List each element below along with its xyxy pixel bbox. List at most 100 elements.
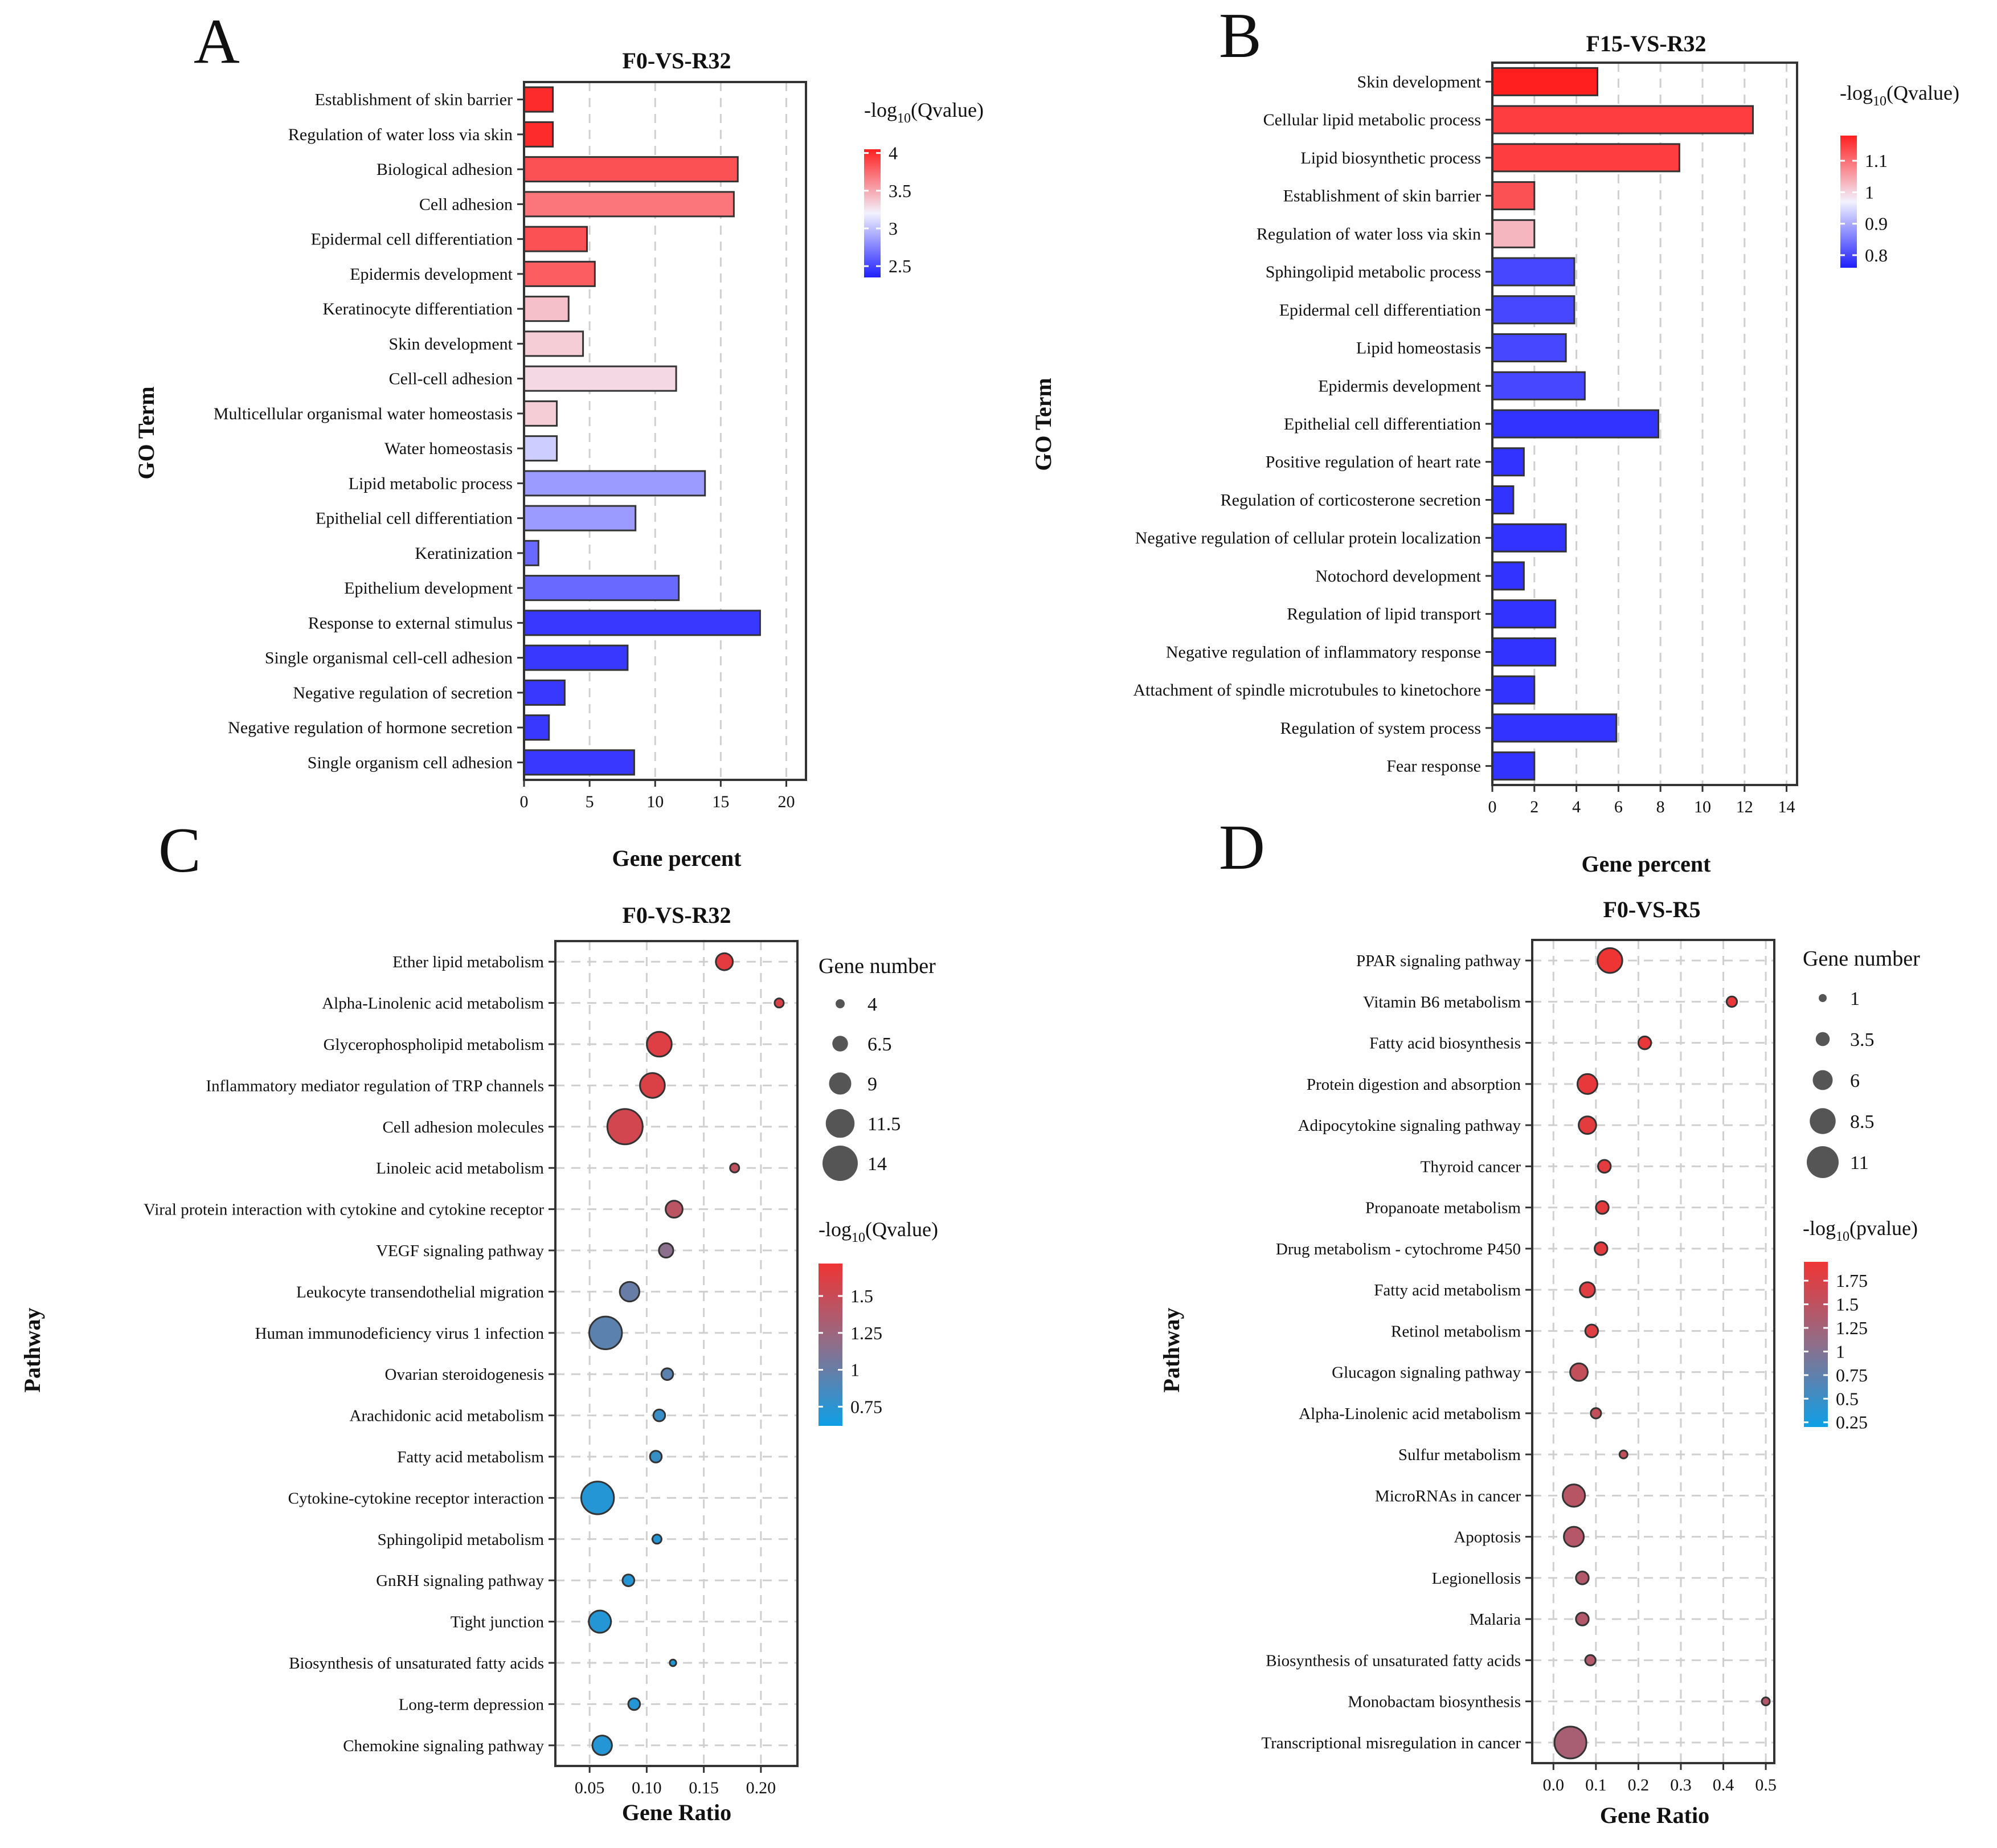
- x-tick-label: 0.15: [689, 1779, 719, 1797]
- x-tick-labels: 0 5 10 15 20: [520, 780, 795, 811]
- bar: [523, 121, 554, 148]
- category-label: Cellular lipid metabolic process: [1263, 111, 1481, 129]
- panel-letter: B: [1219, 1, 1262, 71]
- size-legend-title: Gene number: [819, 954, 936, 978]
- category-label: Chemokine signaling pathway: [343, 1737, 544, 1755]
- category-label: Water homeostasis: [384, 439, 513, 458]
- x-tick-label: 0.1: [1585, 1776, 1607, 1794]
- category-label: Linoleic acid metabolism: [376, 1159, 544, 1178]
- x-tick-label: 0.5: [1755, 1776, 1777, 1794]
- bar: [1491, 485, 1515, 514]
- category-label: Lipid biosynthetic process: [1300, 149, 1481, 167]
- color-legend: -log10(pvalue) 1.75 1.5 1.25 1 0.75 0.5 0.25: [1803, 1217, 1918, 1433]
- point: [1584, 1323, 1599, 1339]
- bar: [523, 260, 596, 287]
- x-tick-label: 4: [1572, 798, 1581, 816]
- category-label: Fatty acid metabolism: [397, 1448, 544, 1466]
- category-label: Tight junction: [451, 1613, 545, 1632]
- category-label: Sphingolipid metabolism: [378, 1531, 545, 1549]
- category-label: Legionellosis: [1432, 1569, 1521, 1588]
- color-legend: -log10(Qvalue) 1.1 1 0.9 0.8: [1840, 81, 1959, 268]
- category-label: Alpha-Linolenic acid metabolism: [1299, 1405, 1521, 1423]
- size-legend-label: 8.5: [1850, 1111, 1875, 1132]
- colorbar: [1840, 136, 1857, 268]
- category-label: VEGF signaling pathway: [376, 1242, 544, 1260]
- x-tick-label: 15: [712, 792, 729, 811]
- point: [658, 1242, 674, 1259]
- bar: [1491, 599, 1557, 629]
- point: [1576, 1073, 1598, 1095]
- bar: [1491, 333, 1567, 363]
- size-legend-label: 6.5: [867, 1034, 892, 1055]
- colorbar-tick-label: 1: [1865, 182, 1874, 202]
- category-label: Malaria: [1470, 1610, 1521, 1629]
- category-label: Retinol metabolism: [1391, 1322, 1521, 1340]
- category-label: Biosynthesis of unsaturated fatty acids: [289, 1654, 544, 1673]
- point: [1563, 1526, 1585, 1548]
- y-tick-labels: Establishment of skin barrier Regulation …: [214, 91, 524, 772]
- category-label: Inflammatory mediator regulation of TRP …: [206, 1077, 544, 1095]
- point: [1569, 1362, 1589, 1382]
- category-label: Biosynthesis of unsaturated fatty acids: [1266, 1651, 1521, 1670]
- plot-area: Ether lipid metabolism Alpha-Linolenic ac…: [144, 940, 799, 1797]
- plot-area: Skin development Cellular lipid metabolic…: [1133, 62, 1798, 816]
- x-tick-label: 6: [1614, 798, 1623, 816]
- colorbar-tick-label: 0.75: [1836, 1365, 1868, 1385]
- bar: [523, 505, 637, 531]
- point: [660, 1367, 674, 1381]
- category-label: Epithelial cell differentiation: [316, 509, 513, 528]
- point: [665, 1200, 684, 1219]
- category-label: Notochord development: [1315, 567, 1481, 586]
- bar: [523, 470, 706, 497]
- size-legend-label: 3.5: [1850, 1029, 1875, 1050]
- category-label: Lipid metabolic process: [349, 474, 513, 493]
- point: [1578, 1115, 1597, 1135]
- category-label: Establishment of skin barrier: [1283, 187, 1481, 206]
- colorbar-tick-label: 1.1: [1865, 150, 1888, 171]
- category-label: Apoptosis: [1454, 1528, 1521, 1547]
- bar: [1491, 371, 1586, 400]
- panel-c: C F0-VS-R32 Pathway Gene Ratio Ether lip…: [19, 815, 938, 1825]
- bar: [523, 86, 554, 113]
- category-label: Glycerophospholipid metabolism: [324, 1036, 545, 1054]
- size-legend-dot: [1819, 994, 1827, 1002]
- x-tick-labels: 0 2 4 6 8 10 12 14: [1488, 785, 1795, 816]
- point: [588, 1315, 623, 1351]
- x-tick-label: 5: [586, 792, 594, 811]
- point: [649, 1450, 663, 1463]
- colorbar-tick-label: 1: [1836, 1341, 1845, 1362]
- point: [715, 952, 734, 971]
- size-legend-dot: [836, 999, 845, 1008]
- bar: [1491, 447, 1525, 477]
- plot-frame: [554, 940, 799, 1767]
- colorbar-tick-label: 1: [850, 1360, 860, 1380]
- point: [1553, 1726, 1587, 1760]
- size-legend-label: 1: [1850, 988, 1860, 1009]
- colorbar-tick-label: 0.75: [850, 1396, 882, 1417]
- bar: [1491, 295, 1575, 325]
- panel-letter: D: [1219, 812, 1265, 883]
- colorbar: [1804, 1262, 1828, 1427]
- category-label: Keratinocyte differentiation: [323, 300, 513, 318]
- colorbar-tick-labels: 1.1 1 0.9 0.8: [1840, 150, 1888, 265]
- x-tick-label: 10: [1694, 798, 1711, 816]
- category-label: Biological adhesion: [377, 160, 513, 179]
- category-label: Single organism cell adhesion: [308, 753, 513, 772]
- x-tick-label: 2: [1530, 798, 1538, 816]
- point: [1579, 1281, 1596, 1298]
- size-legend-dot: [1812, 1070, 1833, 1090]
- category-label: Epidermal cell differentiation: [1279, 301, 1481, 320]
- bars: [523, 86, 761, 776]
- size-legend: Gene number 1 3.5 6 8.5 11: [1803, 947, 1920, 1178]
- bar: [523, 539, 539, 566]
- category-label: Cell adhesion: [419, 195, 513, 214]
- point: [729, 1162, 740, 1174]
- bar: [1491, 257, 1575, 287]
- bar: [1491, 751, 1536, 781]
- bar: [1491, 713, 1618, 743]
- plot-area: PPAR signaling pathway Vitamin B6 metabol…: [1261, 939, 1777, 1794]
- size-legend-dot: [1815, 1032, 1830, 1046]
- bar: [523, 156, 739, 183]
- point: [639, 1072, 666, 1099]
- grid-lines: [1532, 940, 1774, 1763]
